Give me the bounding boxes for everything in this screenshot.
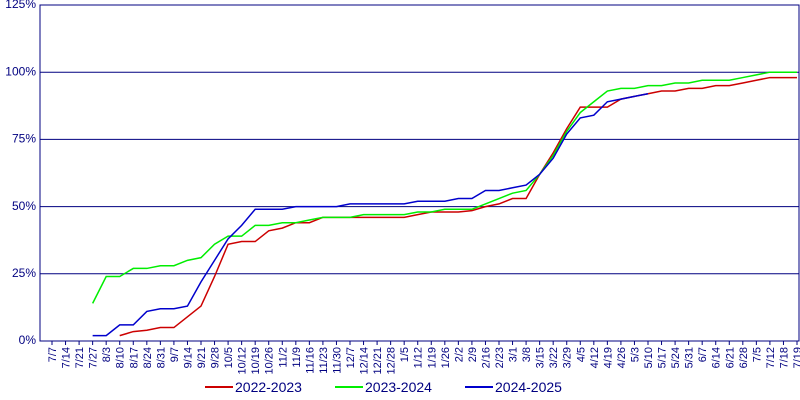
x-tick-label: 4/12 (589, 347, 601, 368)
x-tick-label: 6/14 (711, 347, 723, 368)
x-tick-label: 7/5 (751, 347, 763, 362)
x-tick-label: 5/24 (670, 347, 682, 368)
x-tick-label: 2/23 (494, 347, 506, 368)
x-tick-label: 8/31 (155, 347, 167, 368)
x-tick-label: 3/22 (548, 347, 560, 368)
x-tick-label: 3/15 (535, 347, 547, 368)
x-tick-label: 2/2 (453, 347, 465, 362)
y-tick-label: 100% (5, 64, 36, 78)
x-tick-label: 12/14 (359, 347, 371, 375)
x-tick-label: 7/7 (47, 347, 59, 362)
x-tick-label: 9/7 (169, 347, 181, 362)
legend-label: 2023-2024 (365, 379, 432, 395)
legend-label: 2024-2025 (495, 379, 562, 395)
x-tick-label: 1/26 (440, 347, 452, 368)
legend-label: 2022-2023 (235, 379, 302, 395)
x-tick-label: 7/14 (61, 347, 73, 368)
x-tick-label: 6/28 (738, 347, 750, 368)
x-tick-label: 1/19 (426, 347, 438, 368)
x-tick-label: 4/19 (602, 347, 614, 368)
x-tick-label: 10/5 (223, 347, 235, 368)
x-tick-label: 7/19 (792, 347, 800, 368)
y-tick-label: 75% (12, 132, 36, 146)
x-tick-label: 7/12 (765, 347, 777, 368)
x-tick-label: 1/12 (413, 347, 425, 368)
x-tick-label: 11/9 (291, 347, 303, 368)
x-tick-label: 8/24 (142, 347, 154, 368)
x-tick-label: 5/31 (684, 347, 696, 368)
x-tick-label: 11/30 (331, 347, 343, 374)
x-tick-label: 11/2 (277, 347, 289, 368)
x-tick-label: 12/7 (345, 347, 357, 368)
x-tick-label: 9/28 (210, 347, 222, 368)
series-line (92, 92, 649, 337)
x-tick-label: 5/3 (629, 347, 641, 362)
x-tick-label: 7/27 (88, 347, 100, 368)
x-tick-label: 7/18 (778, 347, 790, 368)
x-tick-label: 5/17 (657, 347, 669, 368)
x-tick-label: 3/29 (562, 347, 574, 368)
y-tick-label: 0% (19, 333, 37, 347)
x-tick-label: 2/16 (480, 347, 492, 368)
x-tick-label: 11/16 (304, 347, 316, 374)
x-tick-label: 7/21 (74, 347, 86, 368)
x-tick-label: 6/21 (724, 347, 736, 368)
series-line (91, 71, 797, 304)
series-line (119, 76, 797, 337)
x-tick-label: 8/3 (101, 347, 113, 362)
x-tick-label: 6/7 (697, 347, 709, 362)
x-tick-label: 4/26 (616, 347, 628, 368)
y-tick-label: 50% (12, 199, 36, 213)
x-tick-label: 9/21 (196, 347, 208, 368)
x-tick-label: 3/1 (508, 347, 520, 362)
x-tick-label: 8/17 (128, 347, 140, 368)
x-tick-label: 11/23 (318, 347, 330, 374)
x-tick-label: 9/14 (182, 347, 194, 368)
x-tick-label: 10/26 (264, 347, 276, 375)
plot-frame (39, 4, 800, 342)
x-tick-label: 1/5 (399, 347, 411, 362)
x-tick-label: 2/9 (467, 347, 479, 362)
x-tick-label: 10/12 (237, 347, 249, 375)
y-tick-label: 25% (12, 266, 36, 280)
x-tick-label: 10/19 (250, 347, 262, 375)
x-tick-label: 12/28 (386, 347, 398, 375)
x-tick-label: 4/5 (575, 347, 587, 362)
x-tick-label: 12/21 (372, 347, 384, 375)
x-tick-label: 3/8 (521, 347, 533, 362)
x-tick-label: 5/10 (643, 347, 655, 368)
x-tick-label: 8/10 (115, 347, 127, 368)
y-tick-label: 125% (5, 0, 36, 11)
